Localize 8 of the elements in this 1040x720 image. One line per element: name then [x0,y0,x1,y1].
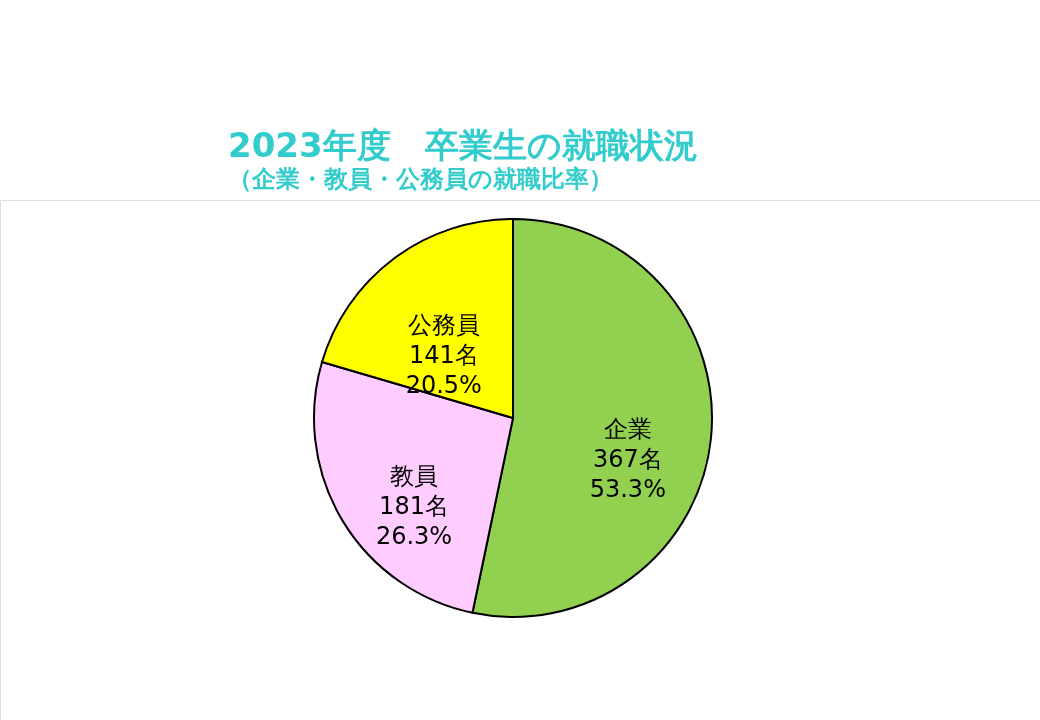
chart-title: 2023年度 卒業生の就職状況 [228,125,698,165]
slice-label: 公務員 [407,310,480,339]
data-label: 367名 53.3% [589,444,666,503]
chart-subtitle: （企業・教員・公務員の就職比率） [228,165,613,193]
data-label: 141名 20.5% [405,340,482,399]
data-label: 181名 26.3% [375,492,453,551]
slice-label: 企業 [603,414,652,443]
slice-label: 教員 [390,462,439,491]
